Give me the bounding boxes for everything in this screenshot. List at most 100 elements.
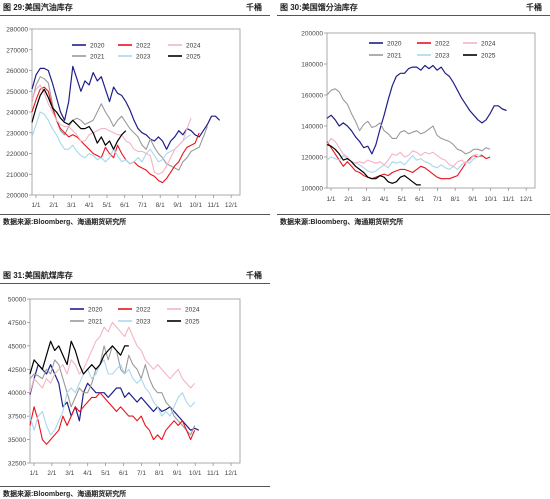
panel-unit: 千桶 xyxy=(526,3,542,12)
y-tick-label: 200000 xyxy=(6,193,28,200)
chart-panel-jetfuel: 图 31:美国航煤库存 千桶 32500 35000 37500 40000 42500… xyxy=(0,268,270,499)
source-note: 数据来源:Bloomberg、海通期货研究所 xyxy=(280,219,404,226)
legend-label-2024: 2024 xyxy=(185,307,200,314)
legend-label-2023: 2023 xyxy=(136,54,151,61)
x-tick-label: 9/1 xyxy=(173,470,182,477)
y-tick-label: 47500 xyxy=(8,320,26,327)
jetfuel-line-chart: 32500 35000 37500 40000 42500 45000 47500 50000… xyxy=(8,297,241,477)
panel-unit: 千桶 xyxy=(246,3,262,12)
x-tick-label: 4/1 xyxy=(85,202,94,209)
x-tick-label: 11/1 xyxy=(502,196,515,203)
y-tick-label: 200000 xyxy=(301,31,323,38)
series-line-2020 xyxy=(326,64,507,155)
plot-area-frame xyxy=(29,298,241,464)
x-tick-label: 1/1 xyxy=(31,202,40,209)
panel-unit: 千桶 xyxy=(246,271,262,280)
x-tick-label: 5/1 xyxy=(102,202,111,209)
x-tick-label: 3/1 xyxy=(67,202,76,209)
y-tick-label: 50000 xyxy=(8,297,26,304)
y-tick-label: 100000 xyxy=(301,186,323,193)
series-line-2024 xyxy=(31,84,192,175)
source-note: 数据来源:Bloomberg、海通期货研究所 xyxy=(3,491,127,498)
x-tick-label: 7/1 xyxy=(433,196,442,203)
series-line-2024 xyxy=(29,321,196,393)
x-tick-label: 5/1 xyxy=(397,196,406,203)
x-tick-label: 6/1 xyxy=(415,196,424,203)
x-tick-label: 9/1 xyxy=(468,196,477,203)
legend-label-2021: 2021 xyxy=(88,319,103,326)
y-tick-label: 37500 xyxy=(8,414,26,421)
x-tick-label: 11/1 xyxy=(207,202,220,209)
series-line-2021 xyxy=(29,345,196,436)
legend-label-2024: 2024 xyxy=(481,41,496,48)
footer-rule xyxy=(0,486,270,487)
y-tick-label: 160000 xyxy=(301,93,323,100)
x-tick-label: 12/1 xyxy=(225,470,238,477)
x-tick-label: 4/1 xyxy=(380,196,389,203)
x-tick-label: 6/1 xyxy=(120,202,129,209)
legend-label-2022: 2022 xyxy=(435,41,450,48)
x-tick-label: 10/1 xyxy=(484,196,497,203)
distillate-line-chart: 100000 120000 140000 160000 180000 200000 1/1 2… xyxy=(301,31,536,203)
gasoline-line-chart: 200000 210000 220000 230000 240000 250000 2600… xyxy=(6,27,241,209)
x-tick-label: 1/1 xyxy=(326,196,335,203)
legend-label-2025: 2025 xyxy=(185,319,200,326)
plot-area-frame xyxy=(326,32,536,189)
x-tick-label: 7/1 xyxy=(138,202,147,209)
series-line-2021 xyxy=(31,76,208,171)
header-rule xyxy=(277,15,550,16)
y-tick-label: 140000 xyxy=(301,124,323,131)
footer-rule xyxy=(277,214,550,215)
series-line-2023 xyxy=(31,111,192,165)
series-line-2022 xyxy=(29,392,196,445)
series-line-2021 xyxy=(326,88,491,155)
y-tick-label: 32500 xyxy=(8,461,26,468)
panel-title: 图 30:美国馏分油库存 xyxy=(280,3,358,12)
x-tick-label: 3/1 xyxy=(362,196,371,203)
footer-rule xyxy=(0,214,270,215)
panel-header: 图 30:美国馏分油库存 千桶 xyxy=(277,0,550,14)
legend-label-2025: 2025 xyxy=(186,54,201,61)
y-tick-label: 40000 xyxy=(8,390,26,397)
panel-title: 图 29:美国汽油库存 xyxy=(3,3,73,12)
y-tick-label: 240000 xyxy=(6,110,28,117)
x-tick-label: 12/1 xyxy=(520,196,533,203)
x-tick-label: 8/1 xyxy=(451,196,460,203)
y-tick-label: 260000 xyxy=(6,68,28,75)
series-line-2020 xyxy=(31,65,221,150)
legend-label-2023: 2023 xyxy=(435,53,450,60)
series-line-2022 xyxy=(326,141,491,180)
x-tick-label: 10/1 xyxy=(189,202,202,209)
x-tick-label: 6/1 xyxy=(119,470,128,477)
panel-header: 图 31:美国航煤库存 千桶 xyxy=(0,268,270,282)
y-tick-label: 230000 xyxy=(6,130,28,137)
chart-panel-distillate: 图 30:美国馏分油库存 千桶 100000 120000 140000 160000… xyxy=(277,0,550,230)
x-tick-label: 4/1 xyxy=(83,470,92,477)
legend-label-2021: 2021 xyxy=(387,53,402,60)
y-tick-label: 35000 xyxy=(8,437,26,444)
panel-header: 图 29:美国汽油库存 千桶 xyxy=(0,0,270,14)
x-tick-label: 12/1 xyxy=(225,202,238,209)
y-tick-label: 42500 xyxy=(8,367,26,374)
legend-label-2022: 2022 xyxy=(136,307,151,314)
y-tick-label: 120000 xyxy=(301,155,323,162)
x-tick-label: 10/1 xyxy=(189,470,202,477)
header-rule xyxy=(0,15,270,16)
x-tick-label: 2/1 xyxy=(49,202,58,209)
y-tick-label: 220000 xyxy=(6,151,28,158)
x-tick-label: 7/1 xyxy=(137,470,146,477)
x-tick-label: 2/1 xyxy=(47,470,56,477)
x-tick-label: 2/1 xyxy=(344,196,353,203)
x-tick-label: 8/1 xyxy=(155,470,164,477)
series-line-2025 xyxy=(326,144,421,186)
legend-label-2025: 2025 xyxy=(481,53,496,60)
y-tick-label: 250000 xyxy=(6,89,28,96)
y-tick-label: 210000 xyxy=(6,172,28,179)
source-note: 数据来源:Bloomberg、海通期货研究所 xyxy=(3,219,127,226)
legend-label-2020: 2020 xyxy=(90,43,105,50)
y-tick-label: 180000 xyxy=(301,62,323,69)
legend-label-2021: 2021 xyxy=(90,54,105,61)
panel-title: 图 31:美国航煤库存 xyxy=(3,271,73,280)
y-tick-label: 45000 xyxy=(8,343,26,350)
legend-label-2020: 2020 xyxy=(387,41,402,48)
